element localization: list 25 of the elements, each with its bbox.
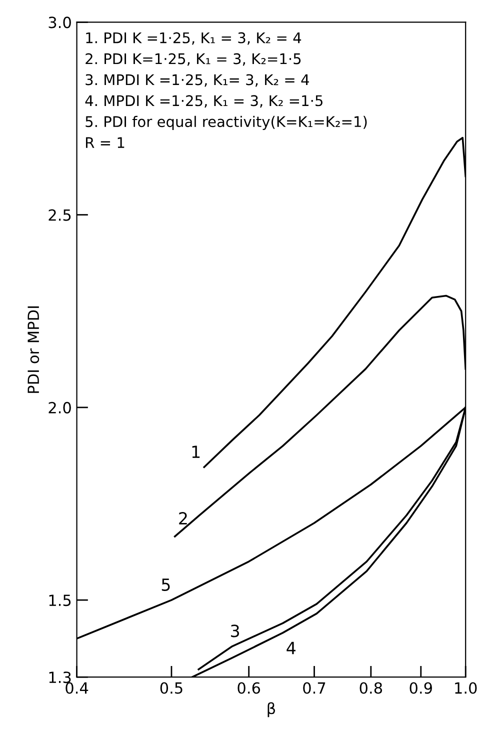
y-tick-label: 1.3 — [49, 672, 71, 684]
x-tick-label: 0.8 — [360, 682, 382, 694]
series-label: 1 — [192, 446, 200, 458]
series-label: 3 — [231, 624, 240, 638]
annotation: 4. MPDI K =1·25, K₁ = 3, K₂ =1·5 — [85, 95, 322, 108]
annotation: R = 1 — [86, 137, 124, 148]
y-tick-label: 2.5 — [48, 209, 71, 221]
series-label: 5 — [162, 578, 170, 591]
x-tick-label: 0.7 — [303, 682, 326, 694]
x-tick-label: 0.5 — [160, 682, 182, 694]
annotation: 2. PDI K=1·25, K₁ = 3, K₂=1·5 — [86, 53, 301, 66]
x-tick-label: 0.4 — [66, 682, 88, 694]
y-tick-label: 3.0 — [48, 16, 71, 28]
x-tick-label: 1.0 — [455, 682, 477, 694]
annotation: 1. PDI K =1·25, K₁ = 3, K₂ = 4 — [86, 32, 302, 45]
y-axis-title: PDI or MPDI — [28, 306, 40, 393]
y-tick-label: 1.5 — [49, 594, 71, 606]
annotation: 3. MPDI K =1·25, K₁= 3, K₂ = 4 — [86, 74, 309, 87]
x-tick-label: 0.9 — [410, 682, 432, 694]
x-tick-label: 0.6 — [238, 682, 260, 694]
y-tick-label: 2.0 — [48, 402, 71, 414]
x-axis-title: β — [268, 702, 275, 718]
annotation: 5. PDI for equal reactivity(K=K₁=K₂=1) — [86, 116, 367, 130]
series-label: 4 — [286, 642, 296, 654]
series-label: 2 — [179, 512, 187, 524]
